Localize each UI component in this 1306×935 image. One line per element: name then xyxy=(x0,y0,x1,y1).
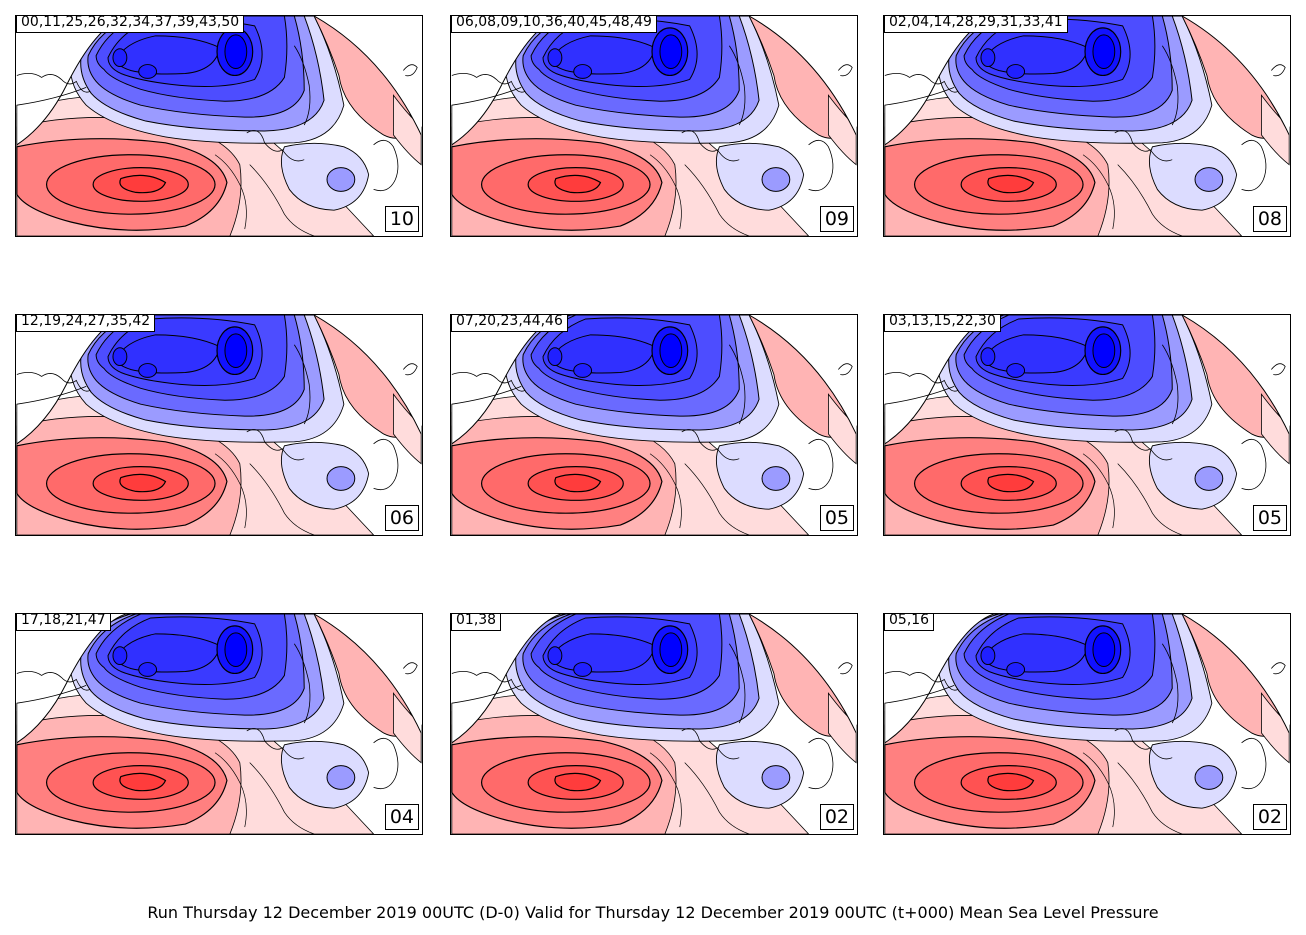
pressure-map xyxy=(884,315,1290,535)
member-list-label: 12,19,24,27,35,42 xyxy=(16,315,156,332)
map-panel-7: 17,18,21,47 04 xyxy=(15,613,423,835)
member-list-label: 02,04,14,28,29,31,33,41 xyxy=(884,16,1068,33)
member-count-badge: 02 xyxy=(1252,804,1287,830)
map-panel-8: 01,38 02 xyxy=(450,613,858,835)
map-panel-4: 12,19,24,27,35,42 06 xyxy=(15,314,423,536)
member-list-label: 17,18,21,47 xyxy=(16,614,111,631)
member-list-label: 00,11,25,26,32,34,37,39,43,50 xyxy=(16,16,245,33)
pressure-map xyxy=(451,16,857,236)
member-list-label: 01,38 xyxy=(451,614,502,631)
member-count-badge: 08 xyxy=(1252,206,1287,232)
member-count-badge: 02 xyxy=(819,804,854,830)
member-list-label: 03,13,15,22,30 xyxy=(884,315,1001,332)
map-panel-9: 05,16 02 xyxy=(883,613,1291,835)
pressure-map xyxy=(16,315,422,535)
member-list-label: 05,16 xyxy=(884,614,935,631)
map-panel-5: 07,20,23,44,46 05 xyxy=(450,314,858,536)
figure-caption: Run Thursday 12 December 2019 00UTC (D-0… xyxy=(147,903,1159,922)
member-count-badge: 10 xyxy=(384,206,419,232)
pressure-map xyxy=(451,614,857,834)
member-count-badge: 04 xyxy=(384,804,419,830)
member-count-badge: 05 xyxy=(1252,505,1287,531)
member-count-badge: 09 xyxy=(819,206,854,232)
map-panel-3: 02,04,14,28,29,31,33,41 08 xyxy=(883,15,1291,237)
pressure-map xyxy=(884,16,1290,236)
pressure-map xyxy=(451,315,857,535)
member-count-badge: 06 xyxy=(384,505,419,531)
pressure-map xyxy=(16,614,422,834)
pressure-map xyxy=(884,614,1290,834)
member-count-badge: 05 xyxy=(819,505,854,531)
map-panel-2: 06,08,09,10,36,40,45,48,49 09 xyxy=(450,15,858,237)
member-list-label: 06,08,09,10,36,40,45,48,49 xyxy=(451,16,657,33)
pressure-map xyxy=(16,16,422,236)
map-panel-6: 03,13,15,22,30 05 xyxy=(883,314,1291,536)
member-list-label: 07,20,23,44,46 xyxy=(451,315,568,332)
map-panel-1: 00,11,25,26,32,34,37,39,43,50 10 xyxy=(15,15,423,237)
